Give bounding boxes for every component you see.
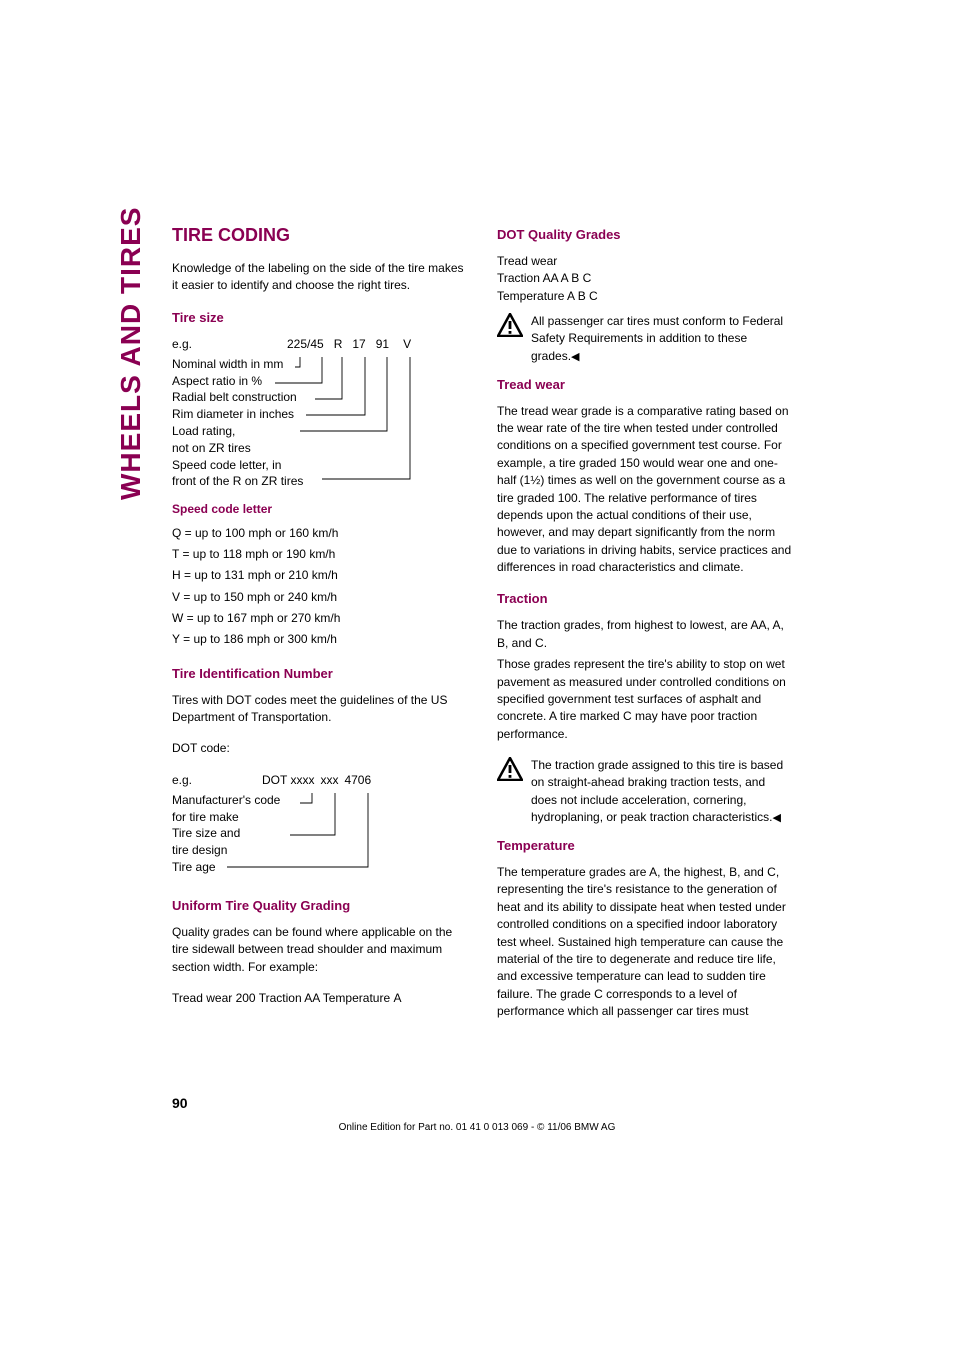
traction-body1: The traction grades, from highest to low… xyxy=(497,617,792,652)
traction-warning: The traction grade assigned to this tire… xyxy=(497,757,792,827)
speed-item: T = up to 118 mph or 190 km/h xyxy=(172,546,467,563)
dot-label-3: tire design xyxy=(172,842,280,859)
speed-code-list: Q = up to 100 mph or 160 km/h T = up to … xyxy=(172,525,467,649)
traction-heading: Traction xyxy=(497,590,792,609)
tin-body2: DOT code: xyxy=(172,740,467,757)
eg-label: e.g. xyxy=(172,336,262,353)
footer-text: Online Edition for Part no. 01 41 0 013 … xyxy=(0,1122,954,1133)
warning-text: All passenger car tires must conform to … xyxy=(531,313,792,366)
main-heading: TIRE CODING xyxy=(172,222,467,248)
warning-text: The traction grade assigned to this tire… xyxy=(531,757,792,827)
tire-part-0: 225/45 xyxy=(287,336,324,353)
tire-size-diagram: e.g. 225/45 R 17 91 V xyxy=(172,336,467,485)
dot-part-0: DOT xxxx xyxy=(262,772,314,789)
temperature-body: The temperature grades are A, the highes… xyxy=(497,864,792,1021)
dqg-heading: DOT Quality Grades xyxy=(497,226,792,245)
speed-item: V = up to 150 mph or 240 km/h xyxy=(172,589,467,606)
speed-item: Y = up to 186 mph or 300 km/h xyxy=(172,631,467,648)
dot-label-1: for tire make xyxy=(172,809,280,826)
dot-label-2: Tire size and xyxy=(172,825,280,842)
dqg-line3: Temperature A B C xyxy=(497,288,792,305)
tire-label-1: Aspect ratio in % xyxy=(172,373,303,390)
utqg-body: Quality grades can be found where applic… xyxy=(172,924,467,976)
utqg-example: Tread wear 200 Traction AA Temperature A xyxy=(172,990,467,1007)
dot-label-0: Manufacturer's code xyxy=(172,792,280,809)
dot-diagram: e.g. DOT xxxx xxx 4706 Manufacturer's co… xyxy=(172,772,467,881)
dqg-warning: All passenger car tires must conform to … xyxy=(497,313,792,366)
utqg-heading: Uniform Tire Quality Grading xyxy=(172,897,467,916)
speed-item: Q = up to 100 mph or 160 km/h xyxy=(172,525,467,542)
speed-heading: Speed code letter xyxy=(172,501,467,518)
tire-part-4: V xyxy=(403,336,411,353)
treadwear-heading: Tread wear xyxy=(497,376,792,395)
eg-label: e.g. xyxy=(172,772,262,789)
tire-part-3: 91 xyxy=(376,336,389,353)
tire-part-2: 17 xyxy=(352,336,365,353)
traction-body2: Those grades represent the tire's abilit… xyxy=(497,656,792,743)
section-title-sidebar: WHEELS AND TIRES xyxy=(115,207,147,500)
left-column: TIRE CODING Knowledge of the labeling on… xyxy=(172,222,467,1035)
dot-part-2: 4706 xyxy=(344,772,371,789)
dqg-line1: Tread wear xyxy=(497,253,792,270)
tire-label-3: Rim diameter in inches xyxy=(172,406,303,423)
tire-part-1: R xyxy=(334,336,343,353)
dot-part-1: xxx xyxy=(320,772,338,789)
tire-label-0: Nominal width in mm xyxy=(172,356,303,373)
tire-label-5: not on ZR tires xyxy=(172,440,303,457)
dot-label-4: Tire age xyxy=(172,859,280,876)
temperature-heading: Temperature xyxy=(497,837,792,856)
tire-label-4: Load rating, xyxy=(172,423,303,440)
intro-paragraph: Knowledge of the labeling on the side of… xyxy=(172,260,467,295)
warning-icon xyxy=(497,757,523,781)
page-content: TIRE CODING Knowledge of the labeling on… xyxy=(172,222,792,1035)
page-number: 90 xyxy=(172,1095,188,1111)
end-marker-icon: ◀ xyxy=(772,812,780,824)
speed-item: W = up to 167 mph or 270 km/h xyxy=(172,610,467,627)
treadwear-body: The tread wear grade is a comparative ra… xyxy=(497,403,792,577)
speed-item: H = up to 131 mph or 210 km/h xyxy=(172,567,467,584)
right-column: DOT Quality Grades Tread wear Traction A… xyxy=(497,222,792,1035)
warning-icon xyxy=(497,313,523,337)
tire-label-7: front of the R on ZR tires xyxy=(172,473,303,490)
dqg-line2: Traction AA A B C xyxy=(497,270,792,287)
tire-size-heading: Tire size xyxy=(172,309,467,328)
tin-body1: Tires with DOT codes meet the guidelines… xyxy=(172,692,467,727)
tin-heading: Tire Identification Number xyxy=(172,665,467,684)
tire-label-6: Speed code letter, in xyxy=(172,457,303,474)
tire-label-2: Radial belt construction xyxy=(172,389,303,406)
end-marker-icon: ◀ xyxy=(571,351,579,363)
